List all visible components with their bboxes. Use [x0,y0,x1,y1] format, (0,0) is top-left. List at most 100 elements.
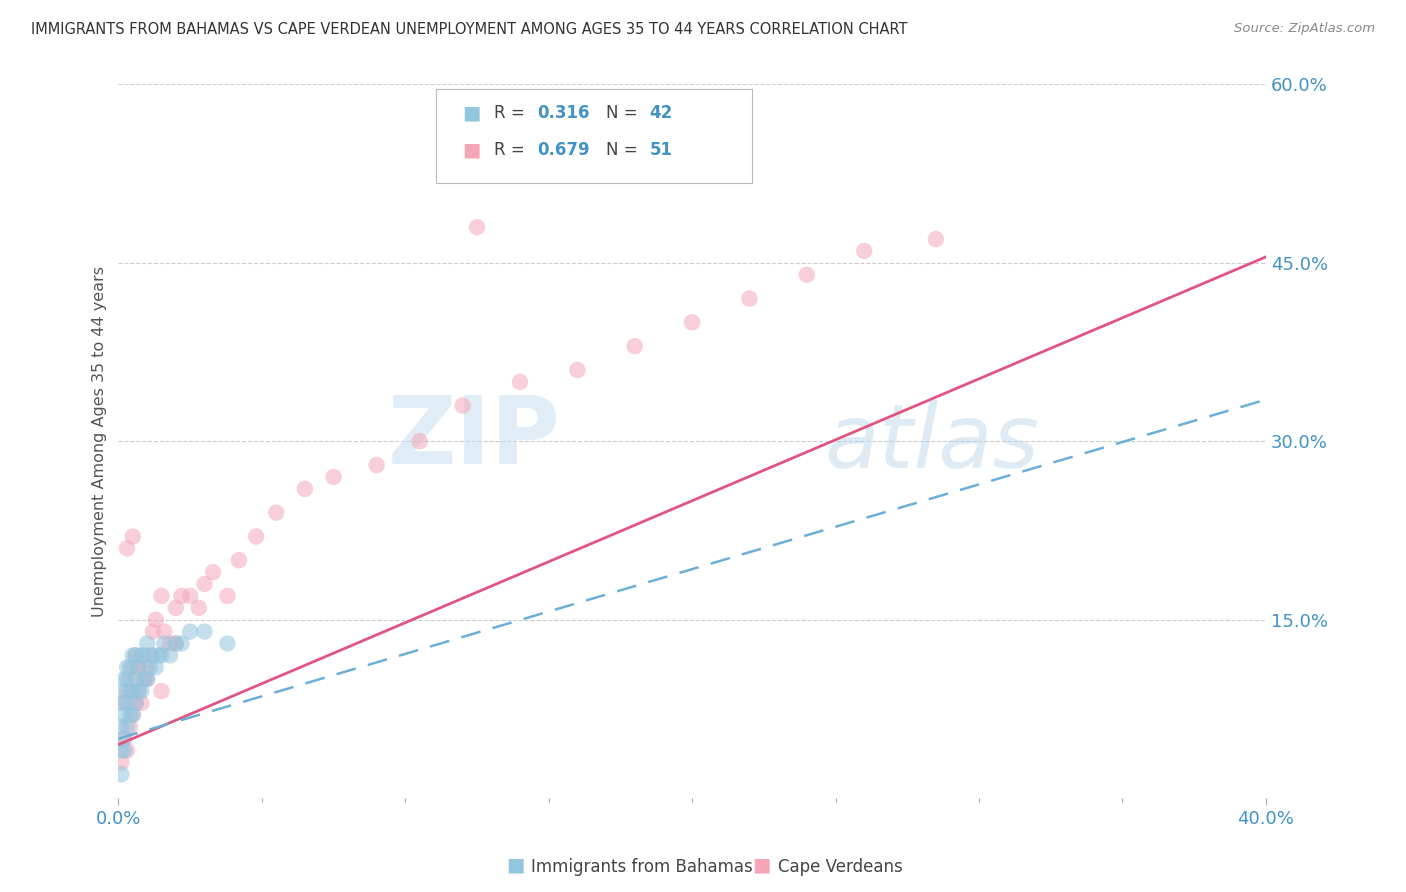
Text: 0.316: 0.316 [537,104,589,122]
Point [112,731,135,746]
Point [110,696,132,710]
Text: ■: ■ [463,103,481,123]
Text: Immigrants from Bahamas: Immigrants from Bahamas [531,858,754,876]
Point [179,624,201,639]
Point [217,589,239,603]
Point [134,672,156,686]
Point [128,660,150,674]
Point [142,624,165,639]
Point [121,648,143,663]
Point [150,589,173,603]
Point [465,220,488,235]
Point [509,375,531,389]
Text: IMMIGRANTS FROM BAHAMAS VS CAPE VERDEAN UNEMPLOYMENT AMONG AGES 35 TO 44 YEARS C: IMMIGRANTS FROM BAHAMAS VS CAPE VERDEAN … [31,22,907,37]
Text: ZIP: ZIP [387,392,560,483]
Point [124,672,146,686]
Point [131,684,153,698]
Point [925,232,948,246]
Point [118,660,141,674]
Point [142,648,165,663]
Text: 42: 42 [650,104,673,122]
Text: N =: N = [606,141,643,159]
Point [264,506,287,520]
Point [165,636,187,650]
Point [187,600,209,615]
Text: Source: ZipAtlas.com: Source: ZipAtlas.com [1234,22,1375,36]
Point [115,684,138,698]
Point [159,636,181,650]
Text: R =: R = [494,104,530,122]
Point [134,672,156,686]
Point [202,565,225,579]
Point [121,707,143,722]
Point [124,696,146,710]
Point [118,672,141,686]
Text: R =: R = [494,141,530,159]
Point [118,707,141,722]
Point [366,458,388,472]
Point [115,541,138,556]
Point [145,613,167,627]
Point [115,672,138,686]
Point [796,268,818,282]
Text: ■: ■ [463,140,481,160]
Point [150,648,173,663]
Point [115,743,138,757]
Point [115,720,138,734]
Point [112,707,135,722]
Point [115,696,138,710]
Point [193,577,215,591]
Text: atlas: atlas [824,401,1039,486]
Point [124,648,146,663]
Point [217,636,239,650]
Point [153,636,176,650]
Point [148,648,170,663]
Point [139,660,162,674]
Point [139,648,162,663]
Point [451,399,474,413]
Point [110,743,132,757]
Point [170,589,193,603]
Point [136,660,159,674]
Text: ■: ■ [752,855,770,875]
Point [408,434,430,449]
Point [136,636,159,650]
Point [124,648,146,663]
Point [623,339,645,353]
Point [118,720,141,734]
Point [110,720,132,734]
Point [179,589,201,603]
Point [193,624,215,639]
Text: Cape Verdeans: Cape Verdeans [778,858,903,876]
Point [131,648,153,663]
Point [322,470,344,484]
Point [128,684,150,698]
Point [681,315,703,329]
Point [738,292,761,306]
Point [165,636,187,650]
Point [131,696,153,710]
Text: 51: 51 [650,141,672,159]
Point [136,672,159,686]
Point [128,684,150,698]
Point [112,684,135,698]
Point [110,767,132,781]
Point [110,756,132,770]
Point [112,696,135,710]
Point [112,672,135,686]
Point [121,684,143,698]
Point [118,684,141,698]
Point [170,636,193,650]
Point [112,731,135,746]
Point [153,624,176,639]
Point [124,696,146,710]
Point [245,529,267,543]
Point [853,244,876,258]
Point [150,684,173,698]
Point [145,660,167,674]
Text: 0.679: 0.679 [537,141,589,159]
Point [121,707,143,722]
Point [159,648,181,663]
Point [134,648,156,663]
Point [136,672,159,686]
